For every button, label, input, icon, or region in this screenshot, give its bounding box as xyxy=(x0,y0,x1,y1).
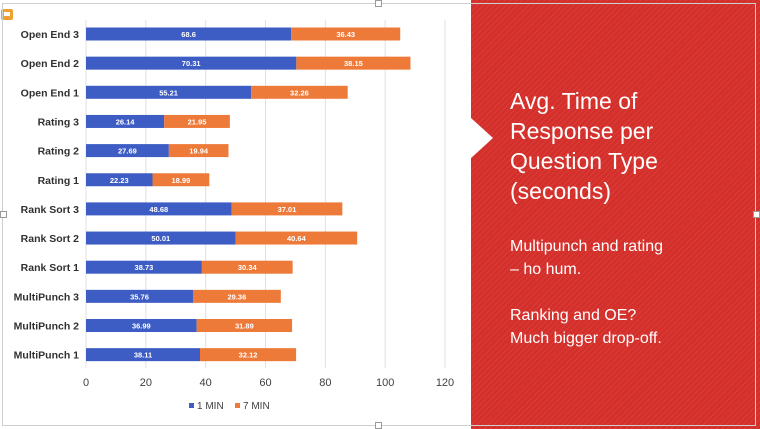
data-label: 26.14 xyxy=(116,117,136,126)
bar-1min xyxy=(86,144,169,158)
bar-1min xyxy=(86,85,252,99)
x-tick-label: 120 xyxy=(436,377,454,389)
bar-1min xyxy=(86,260,202,274)
data-label: 48.68 xyxy=(149,205,168,214)
bar-7min xyxy=(152,173,210,187)
data-label: 38.73 xyxy=(135,263,154,272)
data-label: 29.36 xyxy=(228,292,247,301)
category-label: Rating 1 xyxy=(38,175,80,187)
bar-7min xyxy=(231,202,343,216)
category-label: Open End 2 xyxy=(21,58,80,70)
data-label: 22.23 xyxy=(110,176,129,185)
bar-1min xyxy=(86,27,292,41)
data-label: 36.43 xyxy=(336,30,355,39)
stacked-bar-chart: 0 20 40 60 80 100 120 Open End 3 68.6 36.43 Open E… xyxy=(14,20,454,412)
pointer-arrow xyxy=(471,118,493,158)
data-label: 68.6 xyxy=(181,30,196,39)
bar-1min xyxy=(86,231,236,245)
bar-7min xyxy=(196,319,293,332)
bar-7min xyxy=(192,289,281,303)
panel-title-line: Avg. Time of xyxy=(510,88,638,114)
data-label: 37.01 xyxy=(278,205,297,214)
category-label: Rank Sort 3 xyxy=(21,204,80,216)
data-label: 19.94 xyxy=(189,147,209,156)
bar-7min xyxy=(251,85,348,99)
data-label: 30.34 xyxy=(238,263,258,272)
category-label: MultiPunch 2 xyxy=(14,321,79,333)
data-label: 18.99 xyxy=(172,176,191,185)
panel-title-line: Response per xyxy=(510,118,654,144)
bar-7min xyxy=(201,260,293,274)
panel-title: Avg. Time of Response per Question Type … xyxy=(510,86,750,206)
bar-7min xyxy=(200,348,297,362)
x-tick-label: 40 xyxy=(200,377,212,389)
resize-handle[interactable] xyxy=(375,422,382,429)
x-tick-label: 100 xyxy=(376,377,394,389)
bar-1min xyxy=(86,202,232,216)
note2-line: Ranking and OE? xyxy=(510,307,637,324)
data-label: 70.31 xyxy=(182,59,201,68)
data-label: 31.89 xyxy=(235,322,254,331)
data-label: 27.69 xyxy=(118,147,137,156)
bar-1min xyxy=(86,348,201,362)
bar-1min xyxy=(86,173,153,187)
x-tick-label: 0 xyxy=(83,377,89,389)
data-label: 38.11 xyxy=(134,351,152,360)
data-label: 36.99 xyxy=(132,322,151,331)
legend-label: 1 MIN xyxy=(197,401,224,412)
data-label: 55.21 xyxy=(159,88,178,97)
x-tick-label: 80 xyxy=(319,377,331,389)
legend-label: 7 MIN xyxy=(243,401,270,412)
bar-7min xyxy=(164,114,230,128)
category-label: Rank Sort 1 xyxy=(21,262,80,274)
category-label: MultiPunch 3 xyxy=(14,291,79,303)
bar-1min xyxy=(86,319,197,332)
category-label: Rank Sort 2 xyxy=(21,233,80,245)
red-panel xyxy=(471,0,760,429)
resize-handle[interactable] xyxy=(753,211,760,218)
bar-1min xyxy=(86,289,193,303)
data-label: 35.76 xyxy=(130,292,149,301)
x-tick-label: 20 xyxy=(140,377,152,389)
note1-line: – ho hum. xyxy=(510,261,582,278)
bar-7min xyxy=(168,144,229,158)
data-label: 32.26 xyxy=(290,88,309,97)
legend-swatch xyxy=(189,403,194,408)
panel-title-line: (seconds) xyxy=(510,178,611,204)
data-label: 40.64 xyxy=(287,234,307,243)
note2-line: Much bigger drop-off. xyxy=(510,330,662,347)
category-label: Open End 1 xyxy=(21,87,80,99)
data-label: 21.95 xyxy=(188,117,207,126)
bar-7min xyxy=(291,27,401,41)
category-label: Rating 2 xyxy=(38,146,80,158)
data-label: 50.01 xyxy=(151,234,170,243)
x-tick-label: 60 xyxy=(259,377,271,389)
category-label: MultiPunch 1 xyxy=(14,350,79,362)
bar-1min xyxy=(86,114,165,128)
bar-7min xyxy=(296,56,411,70)
data-label: 32.12 xyxy=(239,351,258,360)
panel-title-line: Question Type xyxy=(510,148,658,174)
resize-handle[interactable] xyxy=(0,211,7,218)
data-label: 38.15 xyxy=(344,59,363,68)
placeholder-icon[interactable] xyxy=(1,9,13,20)
category-label: Rating 3 xyxy=(38,116,80,128)
legend-swatch xyxy=(235,403,240,408)
resize-handle[interactable] xyxy=(375,0,382,7)
note1-line: Multipunch and rating xyxy=(510,238,663,255)
category-label: Open End 3 xyxy=(21,29,80,41)
bar-1min xyxy=(86,56,297,70)
bar-7min xyxy=(235,231,358,245)
